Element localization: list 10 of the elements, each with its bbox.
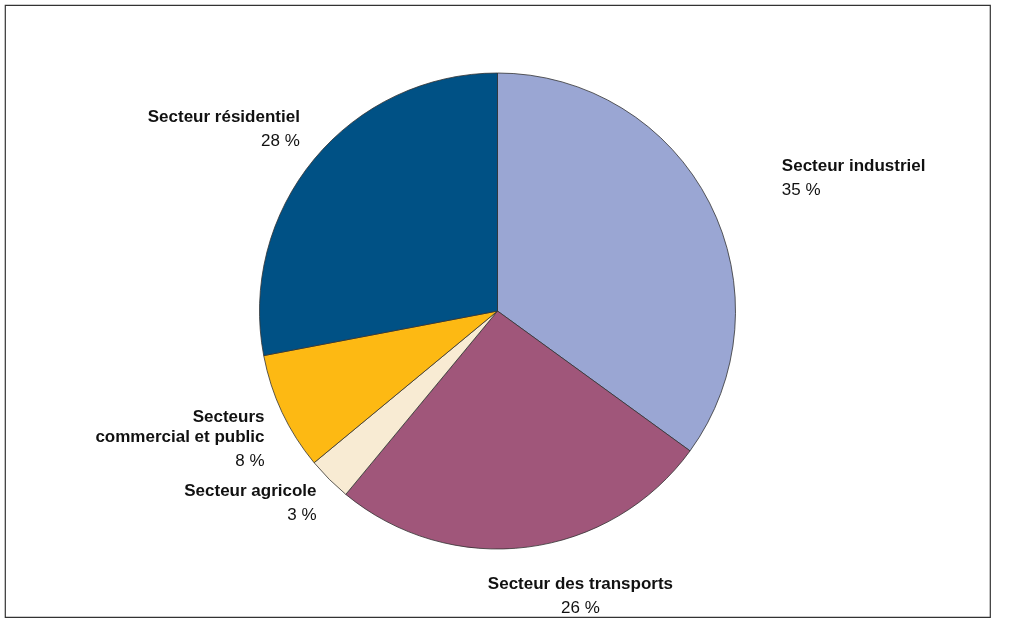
data-label: 28 % (261, 131, 300, 151)
slice-label: Secteur agricole (184, 480, 317, 500)
data-label: 8 % (235, 450, 265, 470)
data-label: 26 % (561, 597, 600, 617)
slice-label: Secteur industriel (781, 155, 926, 175)
slice-label: Secteur résidentiel (147, 107, 300, 127)
data-label: 3 % (287, 504, 317, 524)
data-label: 35 % (781, 179, 821, 199)
slice-label: Secteurs commercial et public (95, 406, 265, 446)
slice-label: Secteur des transports (487, 573, 674, 593)
